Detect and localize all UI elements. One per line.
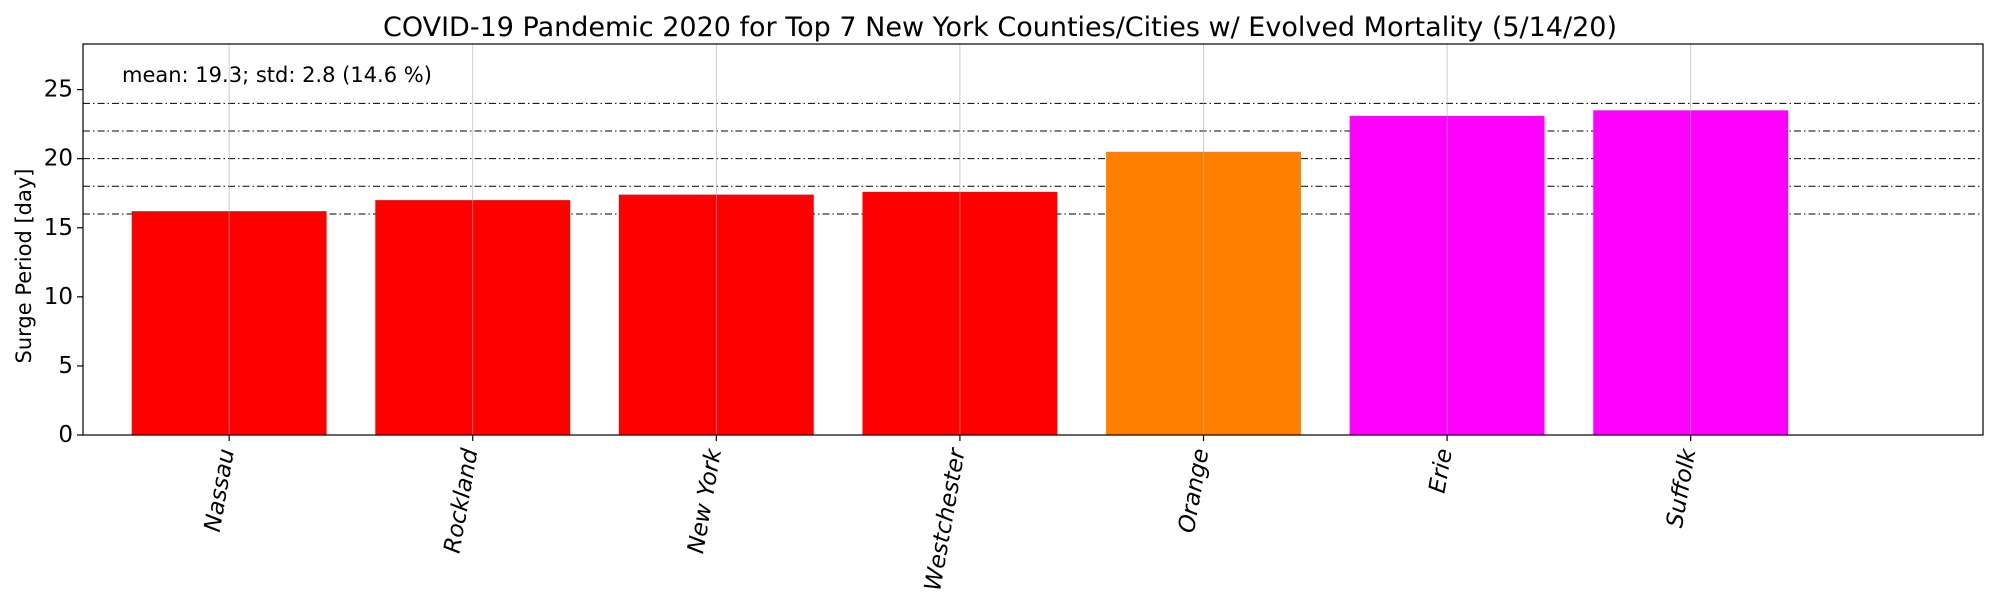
y-axis-ticks: 0 5 10 15 20 25 [44, 77, 83, 448]
y-tick-label: 0 [58, 422, 73, 448]
y-axis-label: Surge Period [day] [12, 169, 36, 364]
y-tick-label: 20 [44, 146, 73, 172]
stats-annotation: mean: 19.3; std: 2.8 (14.6 %) [122, 63, 432, 87]
y-tick-label: 10 [44, 284, 73, 310]
plot-frame [82, 43, 1984, 436]
y-tick-label: 15 [44, 215, 73, 241]
vertical-grid [228, 44, 1692, 435]
chart-title: COVID-19 Pandemic 2020 for Top 7 New Yor… [383, 12, 1617, 43]
y-tick-label: 5 [58, 353, 73, 379]
y-tick-label: 25 [44, 77, 73, 103]
